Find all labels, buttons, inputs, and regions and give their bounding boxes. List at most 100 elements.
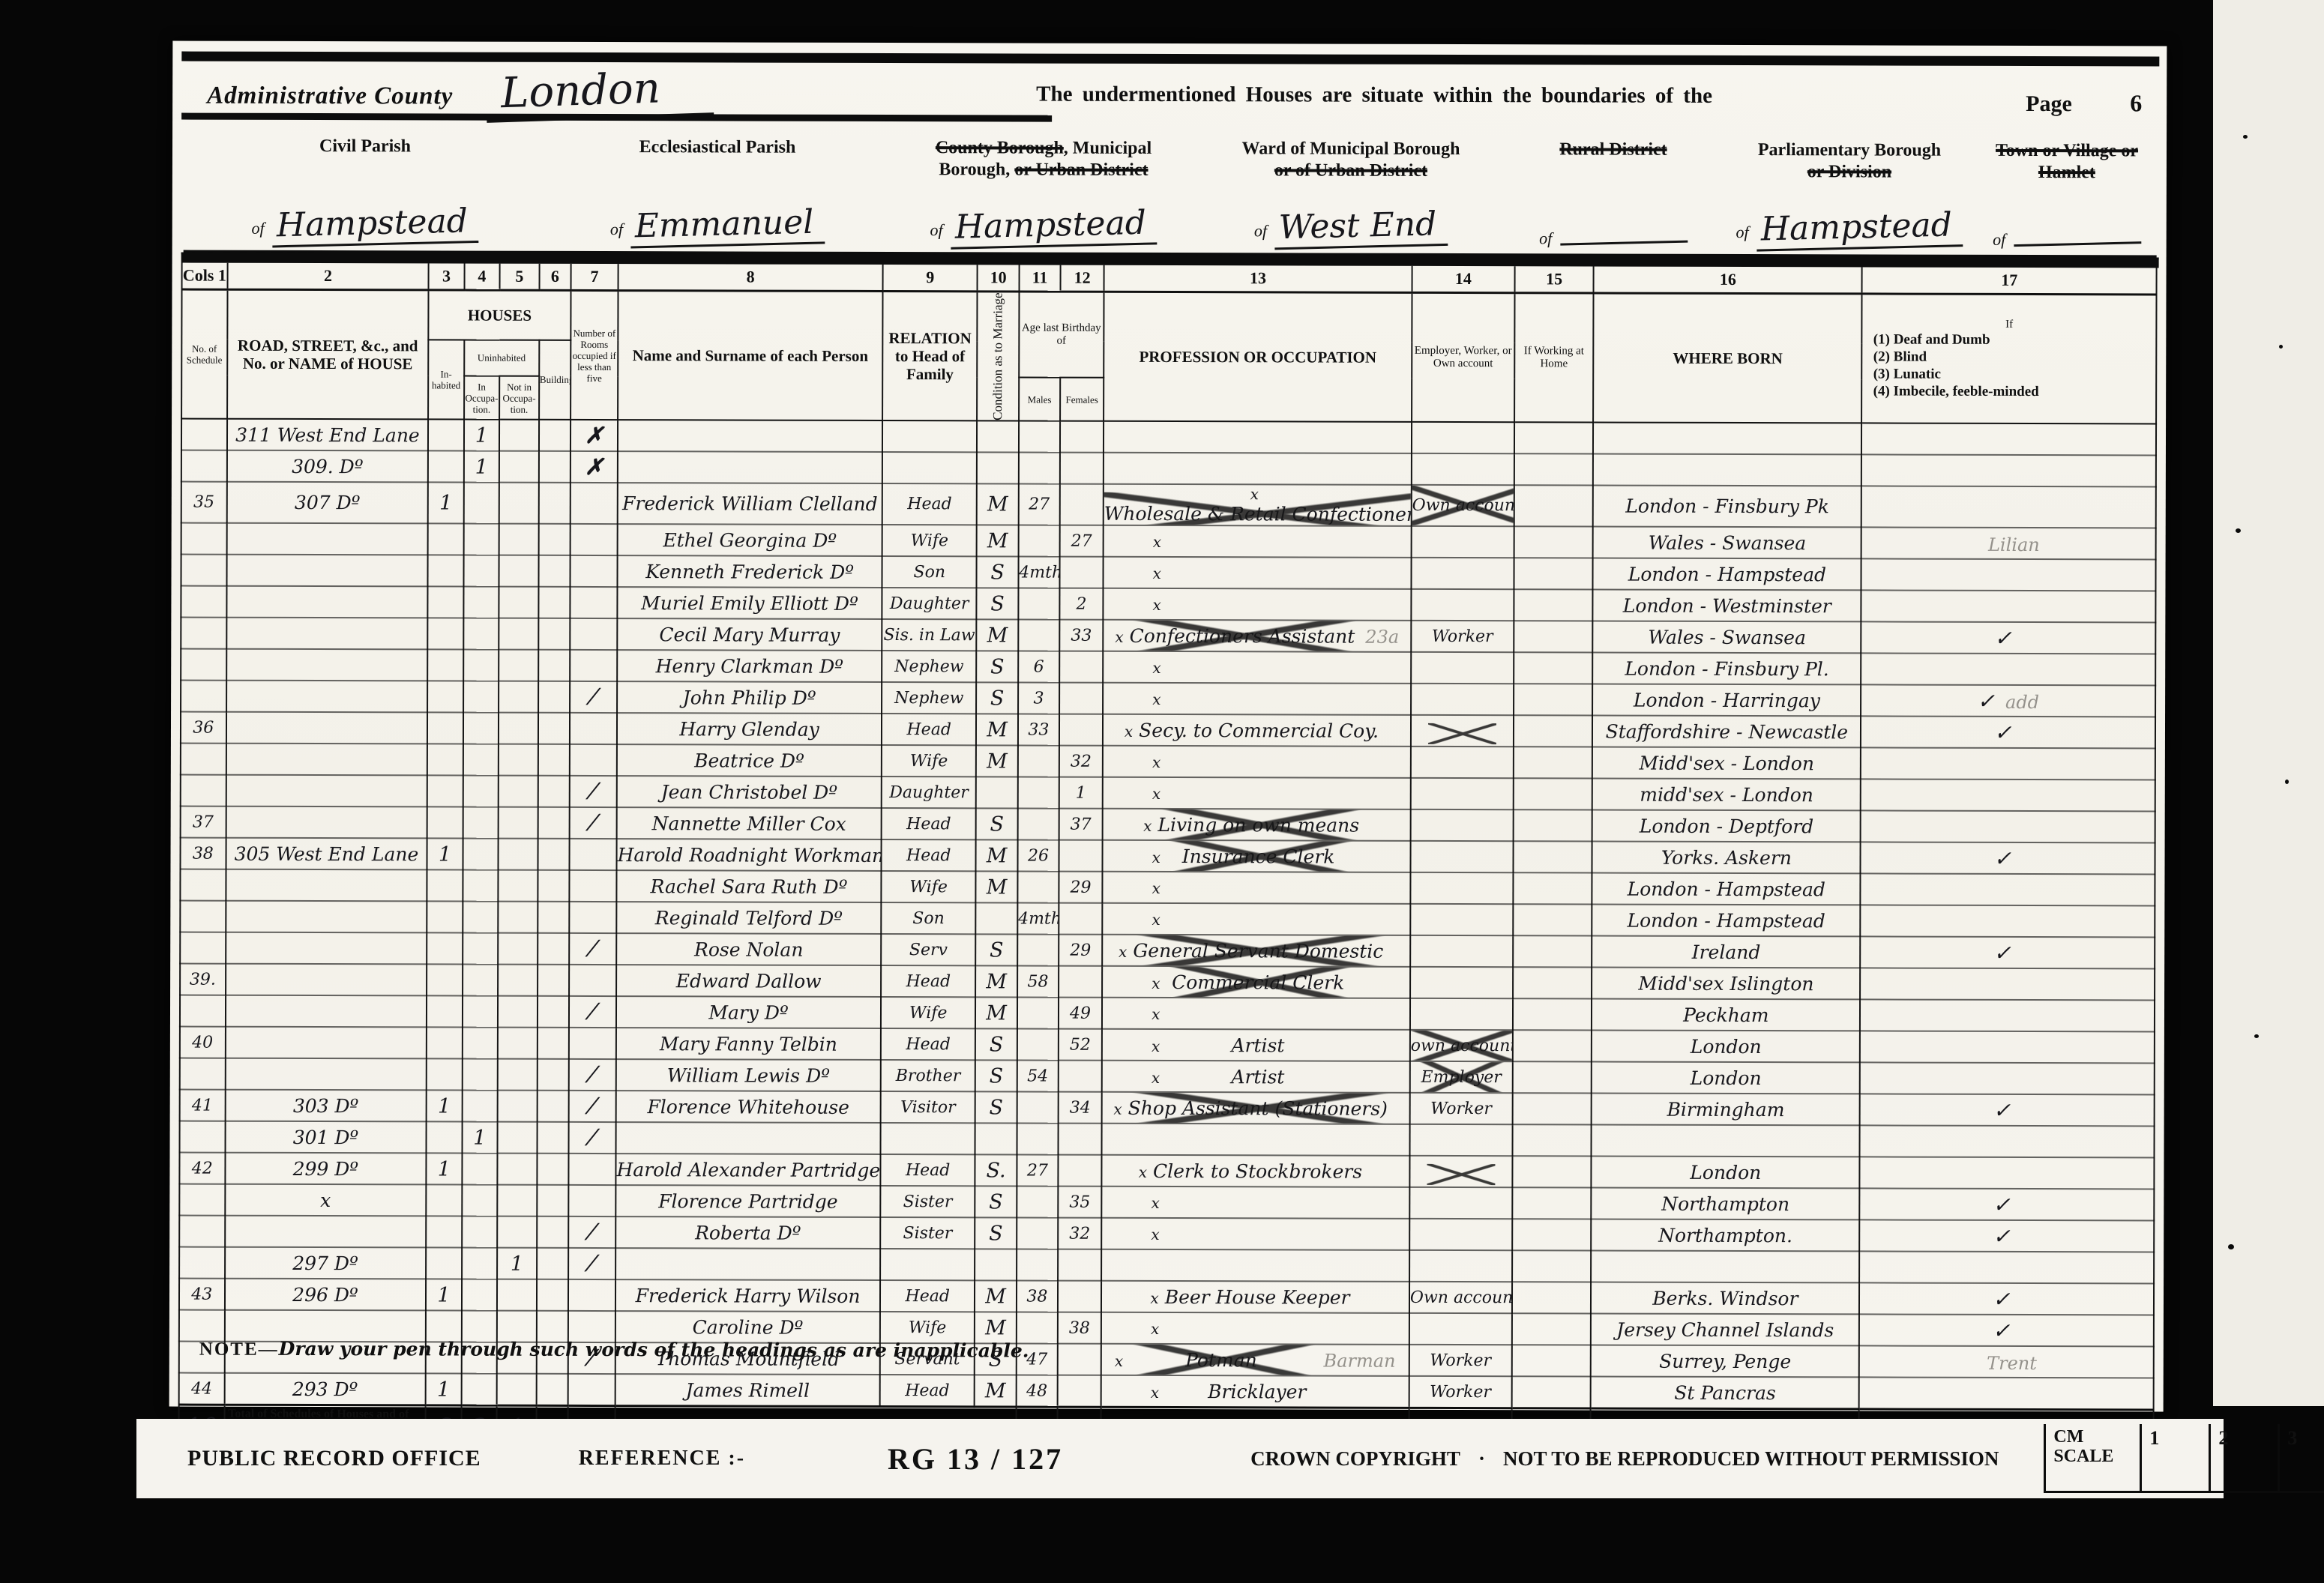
cell-condition: M: [977, 525, 1019, 557]
municipal-text: , Municipal: [1063, 138, 1152, 158]
cell-relation: Head: [879, 1375, 975, 1408]
cell-infirmity: ✓: [1859, 1314, 2154, 1347]
header-uninhabited-group: Uninhabited: [463, 340, 540, 377]
cell-age-male: [1016, 1217, 1059, 1250]
cell-profession: x Clerk to Stockbrokers: [1101, 1155, 1410, 1188]
cell-uninhabited-not-occ: [496, 1374, 537, 1406]
cell-age-male: 27: [1017, 1154, 1059, 1187]
cell-employer: [1411, 422, 1514, 454]
cell-relation: Head: [881, 808, 977, 840]
cell-employer: [1410, 684, 1514, 716]
cell-name: John Philip Dº: [617, 681, 882, 714]
cell-rooms-mark: [568, 1185, 616, 1217]
town-village-value: [2012, 204, 2141, 247]
cell-infirmity: [1861, 423, 2157, 456]
table-row: x Florence Partridge Sister S 35 x North…: [179, 1184, 2155, 1221]
cell-age-male: [1017, 1091, 1059, 1124]
cell-name: Edward Dallow: [616, 965, 882, 998]
cell-employer: [1411, 453, 1514, 486]
cell-road: [226, 523, 428, 555]
cell-profession: x: [1103, 683, 1412, 716]
cell-road: [226, 775, 428, 807]
cell-employer: Worker: [1411, 621, 1514, 653]
headings-note: NOTE—Draw your pen through such words of…: [199, 1338, 1029, 1363]
cell-uninhabited-not-occ: [498, 776, 538, 808]
cell-rooms-mark: [570, 555, 618, 588]
cell-uninhabited-not-occ: [499, 483, 539, 525]
cell-employer: [1411, 526, 1514, 558]
cell-condition: M: [975, 1375, 1017, 1408]
cell-age-female: 27: [1059, 525, 1104, 558]
cell-employer: [1409, 1219, 1513, 1251]
col-number: 2: [227, 262, 429, 290]
cell-schedule-no: 42: [179, 1153, 226, 1185]
table-row: Henry Clarkman Dº Nephew S 6 x London - …: [181, 649, 2156, 686]
table-row: ⁄ Jean Christobel Dº Daughter 1 x midd's…: [180, 775, 2155, 812]
cell-working-at-home: [1512, 1093, 1592, 1125]
cell-rooms-mark: ⁄: [569, 807, 617, 839]
cell-infirmity: [1861, 810, 2155, 843]
cell-employer: [1411, 558, 1514, 590]
cell-road: 301 Dº: [225, 1121, 427, 1154]
cell-profession: xWholesale & Retail Confectioner: [1103, 484, 1412, 527]
cell-profession: x Potman Barman: [1101, 1344, 1409, 1377]
cell-schedule-no: [179, 1216, 225, 1248]
cell-working-at-home: [1514, 652, 1593, 684]
table-row: 41 303 Dº 1 ⁄ Florence Whitehouse Visito…: [179, 1090, 2155, 1127]
reproduction-notice: NOT TO BE REPRODUCED WITHOUT PERMISSION: [1502, 1447, 1999, 1470]
cell-profession: x: [1101, 1218, 1410, 1251]
cell-profession: x: [1102, 872, 1411, 905]
header-profession: PROFESSION OR OCCUPATION: [1104, 292, 1412, 423]
cell-age-male: 4mths: [1018, 556, 1060, 589]
dust-speck: [2285, 780, 2289, 784]
of-label: of: [251, 218, 265, 238]
reference-number: RG 13 / 127: [888, 1441, 1064, 1476]
ecclesiastical-parish-label: Ecclesiastical Parish: [639, 137, 796, 157]
cell-schedule-no: [179, 1184, 225, 1216]
cell-name: Jean Christobel Dº: [616, 776, 882, 809]
cell-name: Harry Glenday: [616, 713, 882, 746]
cell-age-male: 48: [1016, 1375, 1058, 1408]
cell-age-female: [1058, 1155, 1102, 1187]
cell-age-male: [1017, 808, 1059, 841]
civil-parish-value: Hampstead: [271, 201, 479, 248]
civil-parish-box: Civil Parish of Hampstead: [181, 131, 549, 250]
cell-name: Cecil Mary Murray: [617, 618, 882, 651]
cell-uninhabited-in-occ: [462, 995, 499, 1028]
town-village-label: Town or Village or Hamlet: [1973, 140, 2161, 184]
parliamentary-borough-line: of Hampstead: [1726, 205, 1973, 252]
cell-building: [537, 1028, 569, 1060]
cell-name: Ethel Georgina Dº: [617, 524, 882, 557]
cell-schedule-no: 36: [180, 712, 226, 744]
cell-employer: [1410, 809, 1514, 842]
cell-infirmity: [1860, 873, 2155, 906]
col-number: 3: [428, 263, 465, 291]
cell-rooms-mark: [568, 1028, 617, 1060]
cell-age-male: [1018, 452, 1061, 485]
cell-where-born: London - Deptford: [1592, 809, 1861, 842]
header-females: Females: [1060, 378, 1104, 422]
cell-relation: Visitor: [880, 1091, 976, 1124]
cell-where-born: London: [1592, 1030, 1861, 1063]
rural-district-label: Rural District: [1501, 139, 1726, 161]
cell-age-male: [1017, 997, 1059, 1030]
cell-schedule-no: [181, 523, 227, 555]
cell-employer: Worker: [1409, 1376, 1512, 1409]
cell-where-born: Wales - Swansea: [1592, 526, 1862, 559]
header-schedule: No. of Schedule: [181, 289, 228, 420]
cell-employer: Worker: [1409, 1093, 1513, 1125]
cell-working-at-home: [1513, 809, 1592, 842]
cell-uninhabited-not-occ: [497, 1216, 538, 1249]
cell-where-born: Berks. Windsor: [1591, 1282, 1860, 1315]
cell-schedule-no: [181, 618, 226, 650]
cell-uninhabited-not-occ: [498, 933, 538, 965]
cell-age-male: 38: [1016, 1280, 1059, 1313]
cell-relation: Head: [882, 483, 978, 525]
cell-uninhabited-not-occ: [497, 1154, 538, 1186]
cell-uninhabited-in-occ: [461, 1184, 498, 1217]
cell-profession: [1103, 421, 1412, 454]
page-label: Page: [2026, 91, 2072, 117]
cell-building: [537, 1185, 569, 1217]
cm-scale-label: CM SCALE: [2046, 1424, 2143, 1493]
